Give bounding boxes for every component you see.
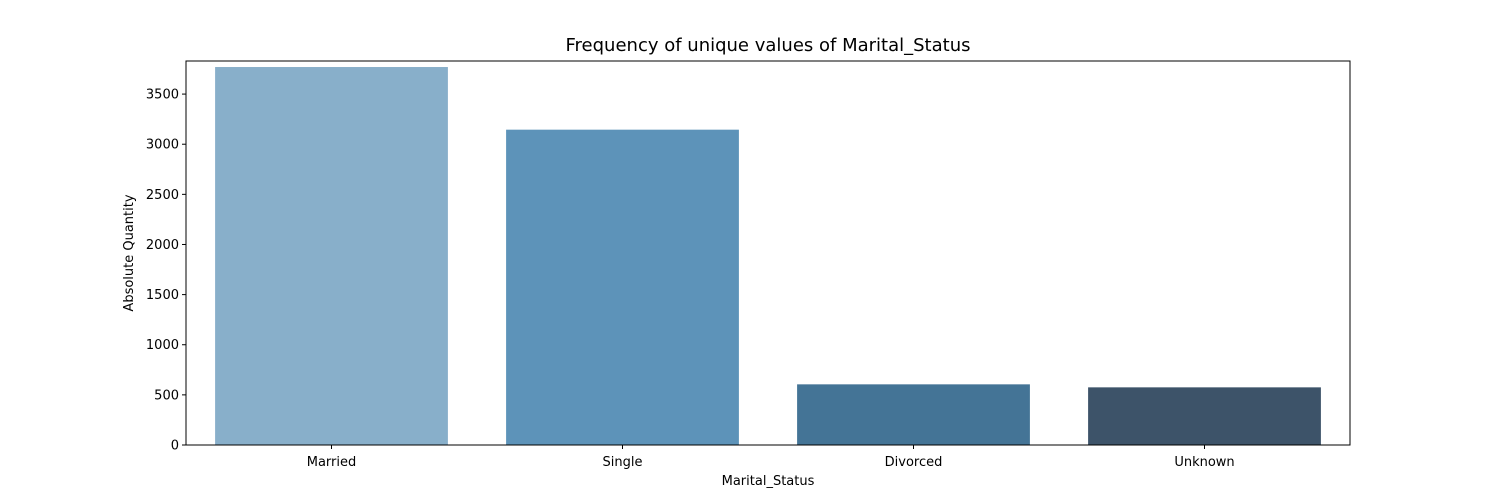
x-axis-ticks: Married Single Divorced Unknown: [307, 445, 1235, 470]
x-tick-label: Divorced: [885, 455, 943, 470]
chart-title: Frequency of unique values of Marital_St…: [566, 35, 971, 56]
y-tick-label: 3000: [146, 138, 179, 153]
bar-married: [215, 67, 448, 446]
x-tick-label: Unknown: [1174, 455, 1234, 470]
plot-frame: [185, 60, 1351, 446]
y-tick-label: 1000: [146, 338, 179, 353]
y-tick-label: 3500: [146, 88, 179, 103]
bar-unknown: [1088, 387, 1321, 445]
bar-divorced: [797, 384, 1030, 445]
bar-single: [506, 129, 739, 445]
y-tick-label: 2500: [146, 188, 179, 203]
y-tick-label: 1500: [146, 288, 179, 303]
x-axis-label: Marital_Status: [722, 474, 815, 489]
y-tick-label: 0: [171, 439, 179, 454]
x-tick-label: Single: [603, 455, 643, 470]
y-tick-label: 500: [154, 388, 179, 403]
y-axis-ticks: 0 500 1000 1500 2000 2500 3000 3500: [146, 88, 186, 454]
x-tick-label: Married: [307, 455, 357, 470]
bars-layer: [215, 67, 1321, 446]
y-axis-label: Absolute Quantity: [122, 194, 137, 311]
y-tick-label: 2000: [146, 238, 179, 253]
